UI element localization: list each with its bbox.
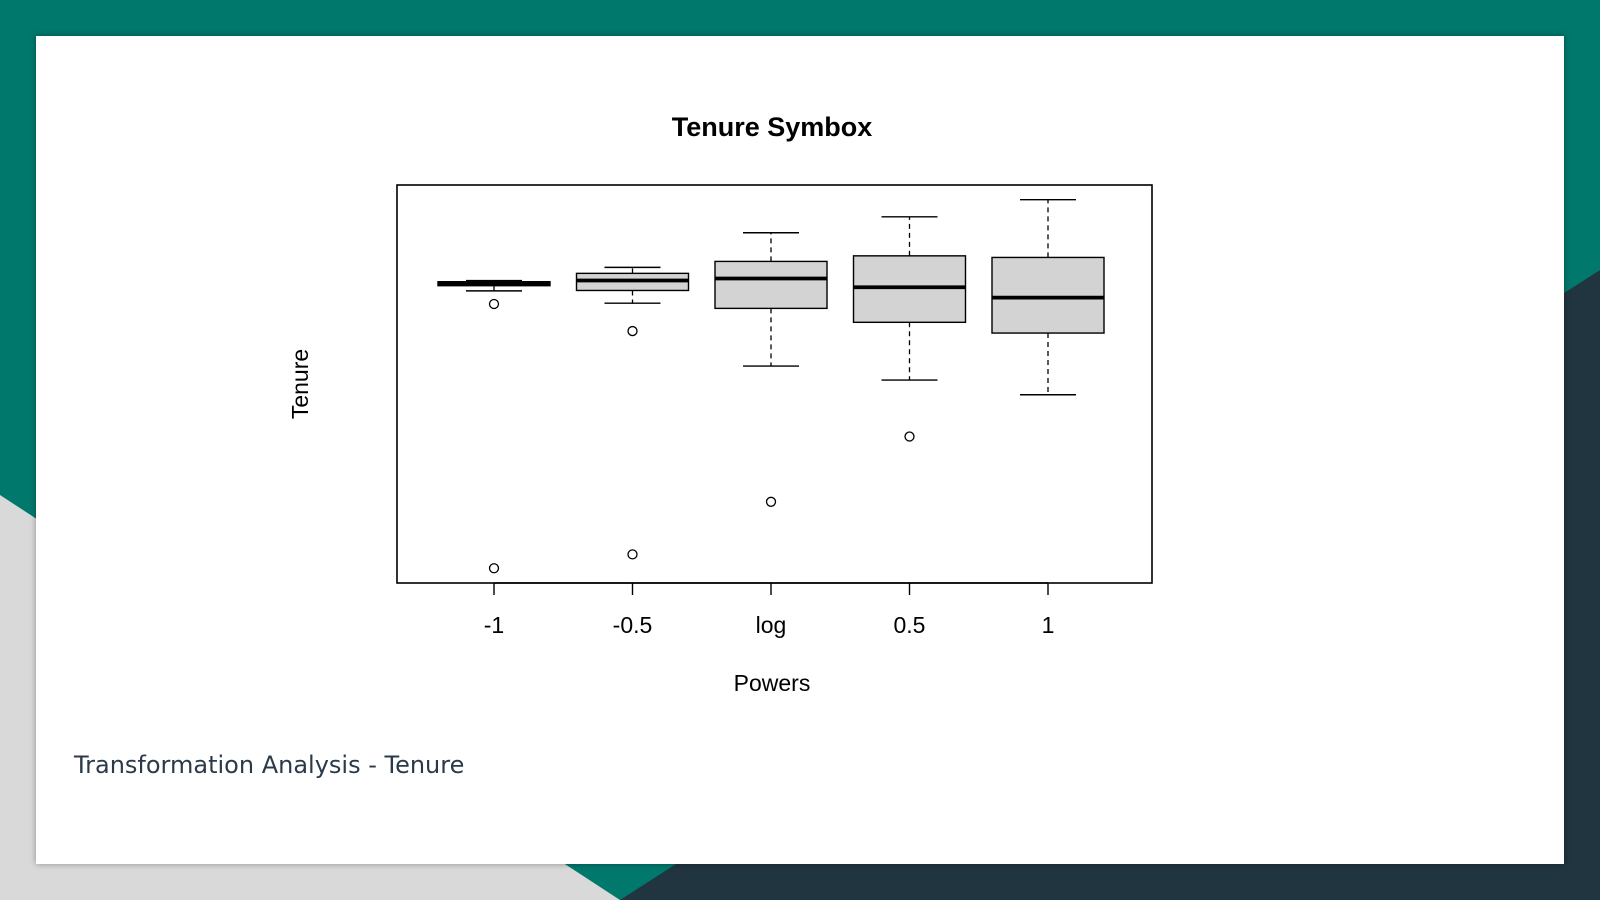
- outlier-point: [627, 549, 638, 560]
- box-1: [991, 199, 1105, 396]
- interquartile-box: [714, 260, 828, 310]
- outlier-point: [904, 431, 915, 442]
- chart-title: Tenure Symbox: [672, 112, 873, 142]
- x-tick-label: -1: [484, 612, 504, 638]
- x-axis-label: Powers: [734, 670, 811, 696]
- box--1: [437, 279, 551, 574]
- x-tick-label: 1: [1042, 612, 1055, 638]
- plot-frame: [396, 184, 1153, 584]
- x-tick-label: 0.5: [894, 612, 926, 638]
- slide-card: Tenure Symbox -1 -0.5 log 0.5 1 Powers Tenur…: [36, 36, 1564, 864]
- outlier-point: [765, 496, 777, 507]
- outlier-point: [488, 563, 500, 574]
- x-tick-label: -0.5: [613, 612, 653, 638]
- slide-caption: Transformation Analysis - Tenure: [74, 751, 465, 779]
- y-axis-label: Tenure: [287, 349, 313, 419]
- outlier-point: [627, 325, 638, 337]
- x-axis: -1 -0.5 log 0.5 1: [484, 582, 1055, 638]
- outlier-point: [488, 298, 500, 310]
- box-log: [714, 232, 828, 507]
- symbox-chart: Tenure Symbox -1 -0.5 log 0.5 1 Powers Tenur…: [287, 112, 1153, 696]
- box--0.5: [575, 266, 690, 560]
- box-0.5: [852, 216, 967, 442]
- boxplot-group: [437, 199, 1105, 574]
- x-tick-label: log: [756, 612, 787, 638]
- interquartile-box: [991, 256, 1105, 334]
